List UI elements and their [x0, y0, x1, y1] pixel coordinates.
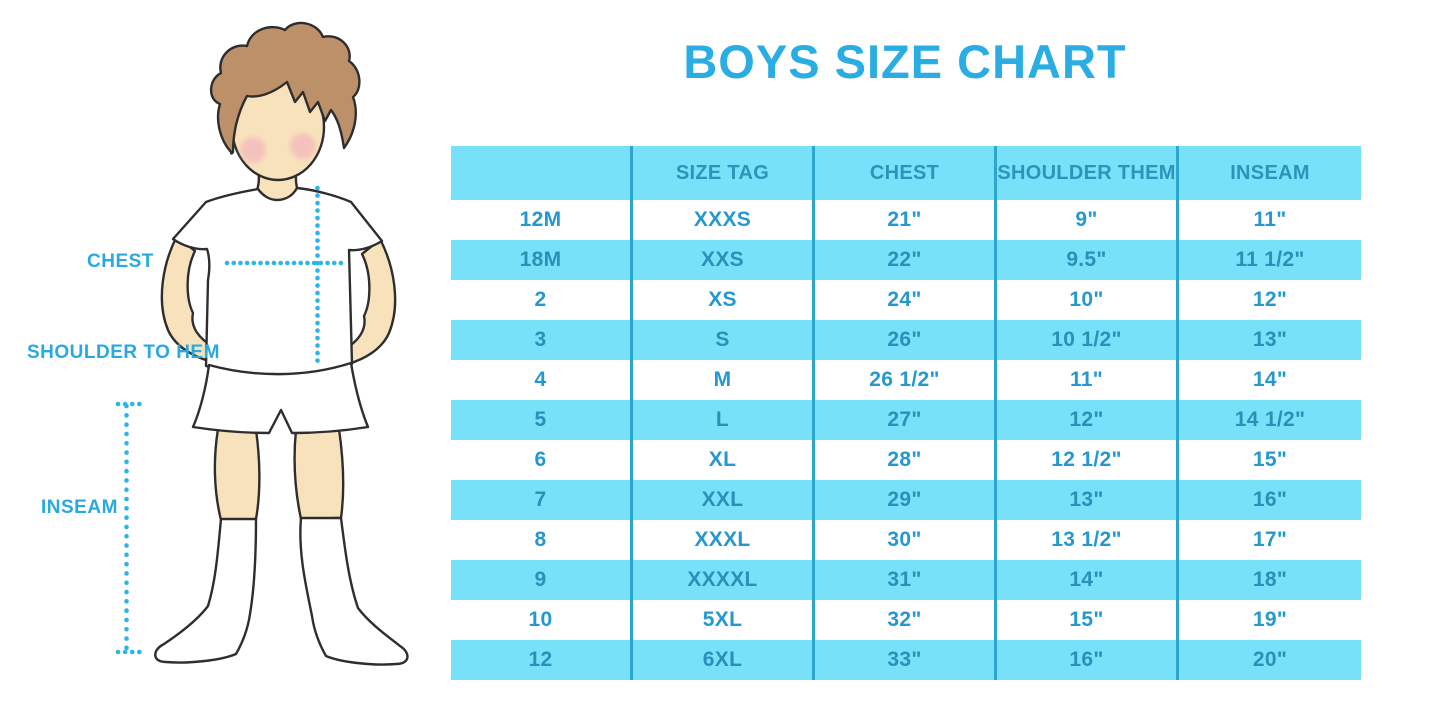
- table-cell: 6: [451, 440, 633, 480]
- table-cell: XXXL: [633, 520, 815, 560]
- column-header-shoulder-them: SHOULDER THEM: [997, 146, 1179, 200]
- table-cell: 14 1/2": [1234, 408, 1306, 431]
- table-cell: 6XL: [633, 640, 815, 680]
- left-leg: [213, 427, 261, 522]
- table-cell: 15": [997, 600, 1179, 640]
- table-cell: 9.5": [997, 240, 1179, 280]
- page-title: BOYS SIZE CHART: [683, 35, 1127, 88]
- column-header-chest: CHEST: [815, 146, 997, 200]
- table-row: 3 S 26" 10 1/2" 13": [451, 320, 1361, 360]
- table-cell: 2: [451, 280, 633, 320]
- table-cell: XXS: [633, 240, 815, 280]
- table-cell: 3: [451, 320, 633, 360]
- table-cell: 32": [815, 600, 997, 640]
- table-cell: 9: [451, 560, 633, 600]
- table-cell: 29": [815, 480, 997, 520]
- table-cell: 10: [451, 600, 633, 640]
- boy-figure-area: CHEST SHOULDER TO HEM INSEAM: [0, 0, 450, 723]
- table-cell: S: [633, 320, 815, 360]
- table-cell: 17": [1252, 528, 1288, 551]
- boy-illustration: [115, 21, 409, 666]
- table-cell: 31": [815, 560, 997, 600]
- table-cell: XL: [633, 440, 815, 480]
- table-cell: 19": [1252, 608, 1288, 631]
- table-cell: 14": [997, 560, 1179, 600]
- table-cell: 11": [1253, 208, 1287, 231]
- table-row: 12 6XL 33" 16" 20": [451, 640, 1361, 680]
- table-cell: 10 1/2": [997, 320, 1179, 360]
- table-row: 10 5XL 32" 15" 19": [451, 600, 1361, 640]
- table-cell: 27": [815, 400, 997, 440]
- table-row: 12M XXXS 21" 9" 11": [451, 200, 1361, 240]
- right-leg: [293, 427, 345, 521]
- table-row: 5 L 27" 12" 14 1/2": [451, 400, 1361, 440]
- table-cell: 14": [1252, 368, 1288, 391]
- table-cell: XXXXL: [633, 560, 815, 600]
- table-row: 2 XS 24" 10" 12": [451, 280, 1361, 320]
- table-cell: 5XL: [633, 600, 815, 640]
- table-cell: 13": [997, 480, 1179, 520]
- table-cell: 16": [1252, 488, 1288, 511]
- column-header-inseam: INSEAM: [1230, 161, 1310, 184]
- table-cell: 28": [815, 440, 997, 480]
- table-row: 4 M 26 1/2" 11" 14": [451, 360, 1361, 400]
- table-cell: 4: [451, 360, 633, 400]
- table-cell: 18M: [451, 240, 633, 280]
- table-cell: 10": [997, 280, 1179, 320]
- table-cell: 9": [997, 200, 1179, 240]
- right-sock: [299, 516, 409, 666]
- shoulder-to-hem-label: SHOULDER TO HEM: [27, 342, 220, 363]
- inseam-label: INSEAM: [41, 497, 118, 518]
- table-cell: 8: [451, 520, 633, 560]
- table-cell: 26 1/2": [815, 360, 997, 400]
- table-cell: 18": [1252, 568, 1288, 591]
- table-cell: 22": [815, 240, 997, 280]
- table-cell: 12: [451, 640, 633, 680]
- shorts: [191, 361, 370, 435]
- table-cell: 21": [815, 200, 997, 240]
- table-cell: XXL: [633, 480, 815, 520]
- table-cell: 12 1/2": [997, 440, 1179, 480]
- table-cell: XXXS: [633, 200, 815, 240]
- chest-label: CHEST: [87, 251, 154, 272]
- table-row: 18M XXS 22" 9.5" 11 1/2": [451, 240, 1361, 280]
- table-row: 7 XXL 29" 13" 16": [451, 480, 1361, 520]
- table-cell: 12": [997, 400, 1179, 440]
- left-sock: [154, 517, 258, 664]
- table-cell: 24": [815, 280, 997, 320]
- right-cheek-blush: [290, 133, 316, 159]
- column-header-size-tag: SIZE TAG: [633, 146, 815, 200]
- table-cell: L: [633, 400, 815, 440]
- table-cell: 12": [1252, 288, 1288, 311]
- table-row: 8 XXXL 30" 13 1/2" 17": [451, 520, 1361, 560]
- table-cell: 16": [997, 640, 1179, 680]
- table-cell: 11": [997, 360, 1179, 400]
- table-cell: 30": [815, 520, 997, 560]
- table-row: 9 XXXXL 31" 14" 18": [451, 560, 1361, 600]
- table-cell: 11 1/2": [1235, 248, 1305, 271]
- table-header-row: SIZE TAG CHEST SHOULDER THEM INSEAM: [451, 146, 1361, 200]
- table-row: 6 XL 28" 12 1/2" 15": [451, 440, 1361, 480]
- hair: [209, 21, 361, 155]
- table-cell: 33": [815, 640, 997, 680]
- table-cell: M: [633, 360, 815, 400]
- left-cheek-blush: [240, 137, 266, 163]
- table-cell: 15": [1252, 448, 1288, 471]
- table-cell: 7: [451, 480, 633, 520]
- table-cell: 5: [451, 400, 633, 440]
- table-cell: XS: [633, 280, 815, 320]
- table-cell: 13 1/2": [997, 520, 1179, 560]
- table-cell: 26": [815, 320, 997, 360]
- size-table: SIZE TAG CHEST SHOULDER THEM INSEAM 12M …: [451, 146, 1361, 680]
- table-cell: 20": [1252, 648, 1288, 671]
- table-cell: 12M: [451, 200, 633, 240]
- table-cell: 13": [1252, 328, 1288, 351]
- column-header-blank: [451, 146, 633, 200]
